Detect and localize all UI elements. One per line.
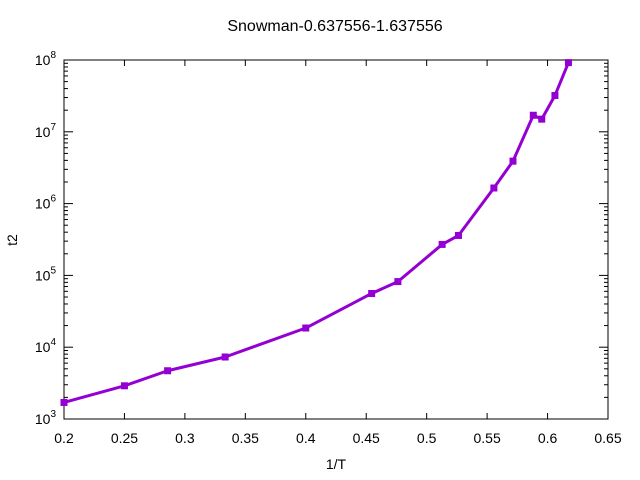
y-tick-base: 10 (35, 52, 51, 68)
data-point (509, 157, 517, 165)
y-axis-label: t2 (4, 234, 20, 246)
y-tick-exponent: 4 (50, 337, 56, 348)
data-point (302, 324, 310, 332)
data-point (438, 240, 446, 248)
x-tick-label: 0.65 (594, 430, 621, 446)
y-tick-label: 105 (35, 265, 57, 283)
y-tick-exponent: 7 (50, 122, 56, 133)
series-line (62, 61, 570, 404)
y-tick-exponent: 6 (50, 194, 56, 205)
x-tick-label: 0.35 (232, 430, 259, 446)
series-layer (60, 59, 572, 406)
data-point (490, 184, 498, 192)
y-tick-base: 10 (35, 196, 51, 212)
x-tick-label: 0.2 (54, 430, 74, 446)
data-point (221, 353, 229, 361)
plot-frame (63, 59, 609, 420)
data-point (454, 231, 462, 239)
data-point (368, 289, 376, 297)
y-tick-base: 10 (35, 124, 51, 140)
data-point (60, 398, 68, 406)
x-axis: 0.2 0.25 0.3 0.35 0.4 0.45 0.5 0.55 0.6 0.65 (54, 60, 622, 446)
data-point (564, 59, 572, 67)
x-tick-label: 0.4 (296, 430, 316, 446)
y-tick-label: 106 (35, 194, 57, 212)
x-axis-label: 1/T (326, 456, 347, 472)
x-tick-label: 0.45 (353, 430, 380, 446)
y-tick-label: 108 (35, 50, 57, 68)
data-point (551, 92, 559, 100)
data-point (394, 278, 402, 286)
x-tick-label: 0.6 (538, 430, 558, 446)
y-tick-base: 10 (35, 267, 51, 283)
y-tick-label: 103 (35, 409, 57, 427)
y-tick-base: 10 (35, 339, 51, 355)
x-tick-label: 0.55 (473, 430, 500, 446)
x-tick-label: 0.25 (111, 430, 138, 446)
y-tick-exponent: 8 (50, 50, 56, 61)
y-tick-base: 10 (35, 411, 51, 427)
x-tick-label: 0.3 (175, 430, 195, 446)
y-tick-label: 107 (35, 122, 57, 140)
data-point (164, 367, 172, 375)
y-tick-exponent: 5 (50, 265, 56, 276)
data-point (120, 382, 128, 390)
x-tick-label: 0.5 (417, 430, 437, 446)
y-tick-label: 104 (35, 337, 57, 355)
data-point (529, 111, 537, 119)
chart-title: Snowman-0.637556-1.637556 (227, 18, 442, 35)
data-point (538, 115, 546, 123)
y-tick-exponent: 3 (50, 409, 56, 420)
